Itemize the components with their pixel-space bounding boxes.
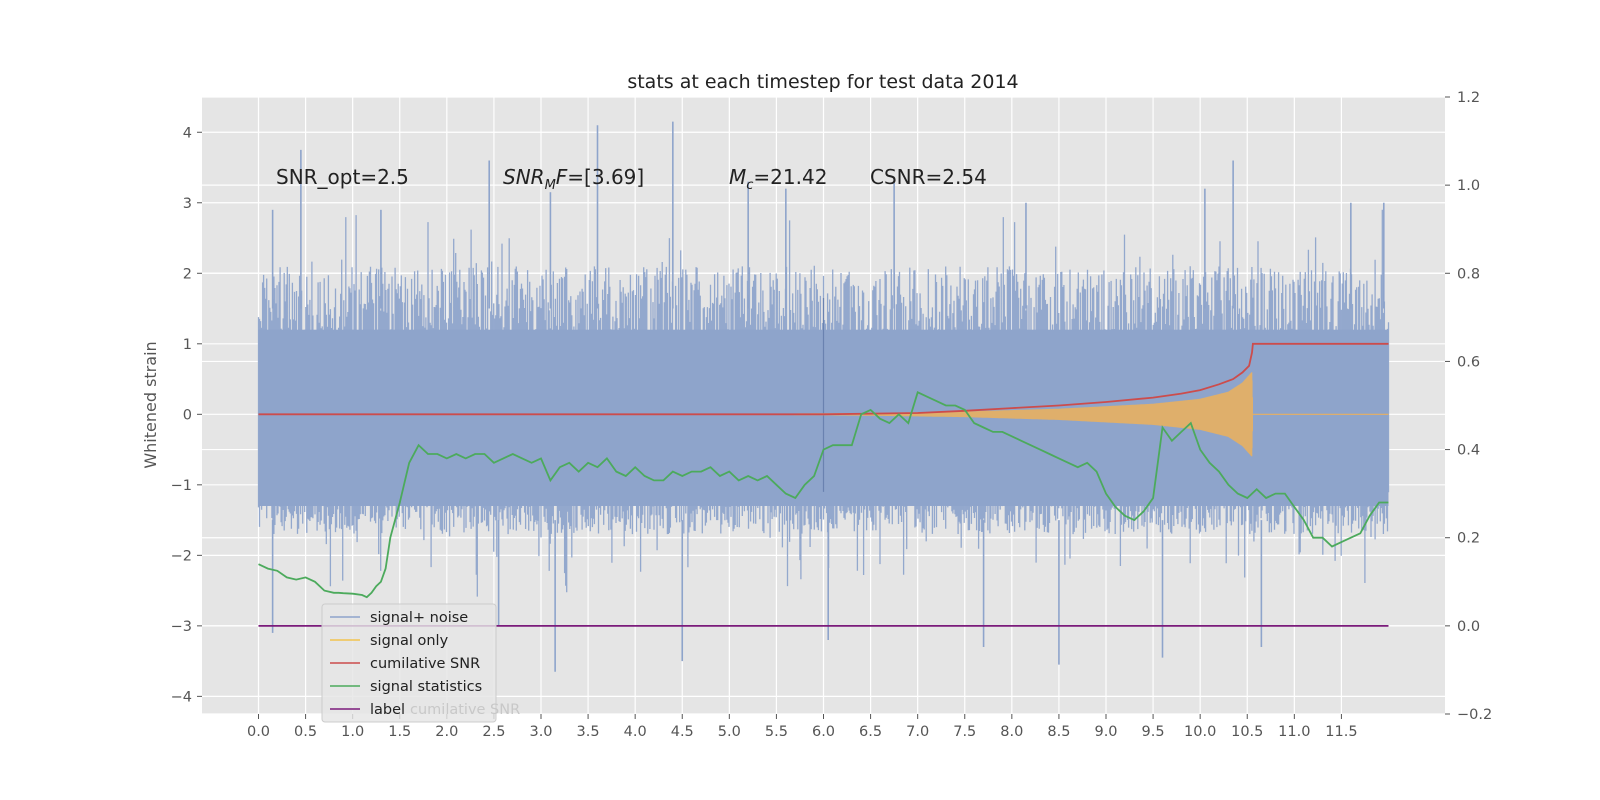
chart-title: stats at each timestep for test data 201…: [627, 71, 1018, 93]
legend-label-signal-noise: signal+ noise: [370, 610, 468, 626]
x-tick-label: 1.5: [388, 724, 411, 740]
x-tick-label: 7.0: [906, 724, 929, 740]
y-left-tick-label: 1: [183, 337, 192, 353]
y-axis-label: Whitened strain: [141, 341, 160, 468]
x-tick-label: 3.5: [577, 724, 600, 740]
annotation-snr-opt: SNR_opt=2.5: [276, 165, 409, 189]
x-tick-label: 6.5: [859, 724, 882, 740]
y-left-tick-label: −1: [171, 478, 192, 494]
x-tick-label: 6.0: [812, 724, 835, 740]
annotation-csnr: CSNR=2.54: [870, 165, 987, 189]
x-tick-label: 8.5: [1047, 724, 1070, 740]
legend-label-cumulative-snr: cumilative SNR: [370, 656, 480, 672]
x-tick-label: 11.5: [1325, 724, 1357, 740]
y-left-tick-label: −4: [171, 689, 192, 705]
y-axis-left-ticks: −4 −3 −2 −1 0 1 2 3 4: [171, 125, 202, 705]
x-tick-label: 2.5: [482, 724, 505, 740]
legend-label-signal-only: signal only: [370, 633, 449, 649]
y-left-tick-label: 3: [183, 196, 192, 212]
x-tick-label: 7.5: [953, 724, 976, 740]
legend-box: [321, 603, 497, 723]
x-tick-label: 1.0: [341, 724, 364, 740]
y-left-tick-label: 4: [183, 125, 192, 141]
x-tick-label: 9.0: [1094, 724, 1117, 740]
x-tick-label: 4.0: [624, 724, 647, 740]
legend: cumilative SNR signal+ noise signal only…: [321, 603, 520, 723]
y-left-tick-label: 2: [183, 266, 192, 282]
y-right-tick-label: 0.6: [1457, 354, 1480, 370]
x-tick-label: 9.5: [1142, 724, 1165, 740]
y-right-tick-label: −0.2: [1457, 707, 1492, 723]
legend-label-label: label: [370, 702, 405, 718]
cumulative-snr-line: [258, 342, 1389, 416]
y-right-tick-label: 0.8: [1457, 266, 1480, 282]
x-tick-label: 0.0: [247, 724, 270, 740]
x-tick-label: 4.5: [671, 724, 694, 740]
x-tick-label: 5.5: [765, 724, 788, 740]
y-axis-right-ticks: −0.2 0.0 0.2 0.4 0.6 0.8 1.0 1.2: [1445, 90, 1492, 723]
y-right-tick-label: 0.4: [1457, 443, 1480, 459]
x-tick-label: 5.0: [718, 724, 741, 740]
y-right-tick-label: 0.0: [1457, 619, 1480, 635]
y-right-tick-label: 0.2: [1457, 531, 1480, 547]
annotation-snr-mf: SNRMF=[3.69]: [503, 165, 644, 193]
x-tick-label: 10.0: [1184, 724, 1216, 740]
y-right-tick-label: 1.2: [1457, 90, 1480, 106]
x-tick-label: 8.0: [1000, 724, 1023, 740]
x-tick-label: 3.0: [529, 724, 552, 740]
x-tick-label: 11.0: [1278, 724, 1310, 740]
legend-ghost-text: cumilative SNR: [410, 702, 520, 718]
annotations: SNR_opt=2.5 SNRMF=[3.69] Mc=21.42 CSNR=2…: [276, 165, 987, 193]
y-left-tick-label: −3: [171, 619, 192, 635]
x-axis-ticks: 0.0 0.5 1.0 1.5 2.0 2.5 3.0 3.5 4.0 4.5 5.0 5.5 6.0 6…: [247, 714, 1358, 740]
x-tick-label: 2.0: [435, 724, 458, 740]
y-right-tick-label: 1.0: [1457, 178, 1480, 194]
x-tick-label: 0.5: [294, 724, 317, 740]
y-left-tick-label: −2: [171, 548, 192, 564]
legend-label-signal-statistics: signal statistics: [370, 679, 482, 695]
signal-statistics-line: [258, 391, 1389, 599]
annotation-chirp-mass: Mc=21.42: [729, 165, 827, 193]
y-left-tick-label: 0: [183, 407, 192, 423]
x-tick-label: 10.5: [1231, 724, 1263, 740]
